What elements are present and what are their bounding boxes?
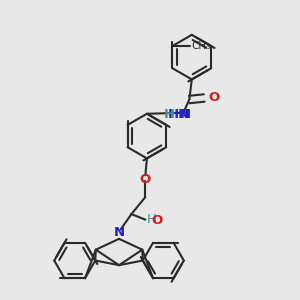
Text: CH₃: CH₃	[191, 41, 210, 51]
Text: N: N	[180, 108, 191, 121]
Text: O: O	[140, 172, 151, 186]
Text: HN: HN	[167, 108, 190, 121]
Text: O: O	[208, 92, 220, 104]
Text: H: H	[163, 108, 175, 121]
Text: N: N	[113, 226, 124, 238]
Text: H: H	[147, 213, 157, 226]
Text: O: O	[152, 214, 163, 227]
